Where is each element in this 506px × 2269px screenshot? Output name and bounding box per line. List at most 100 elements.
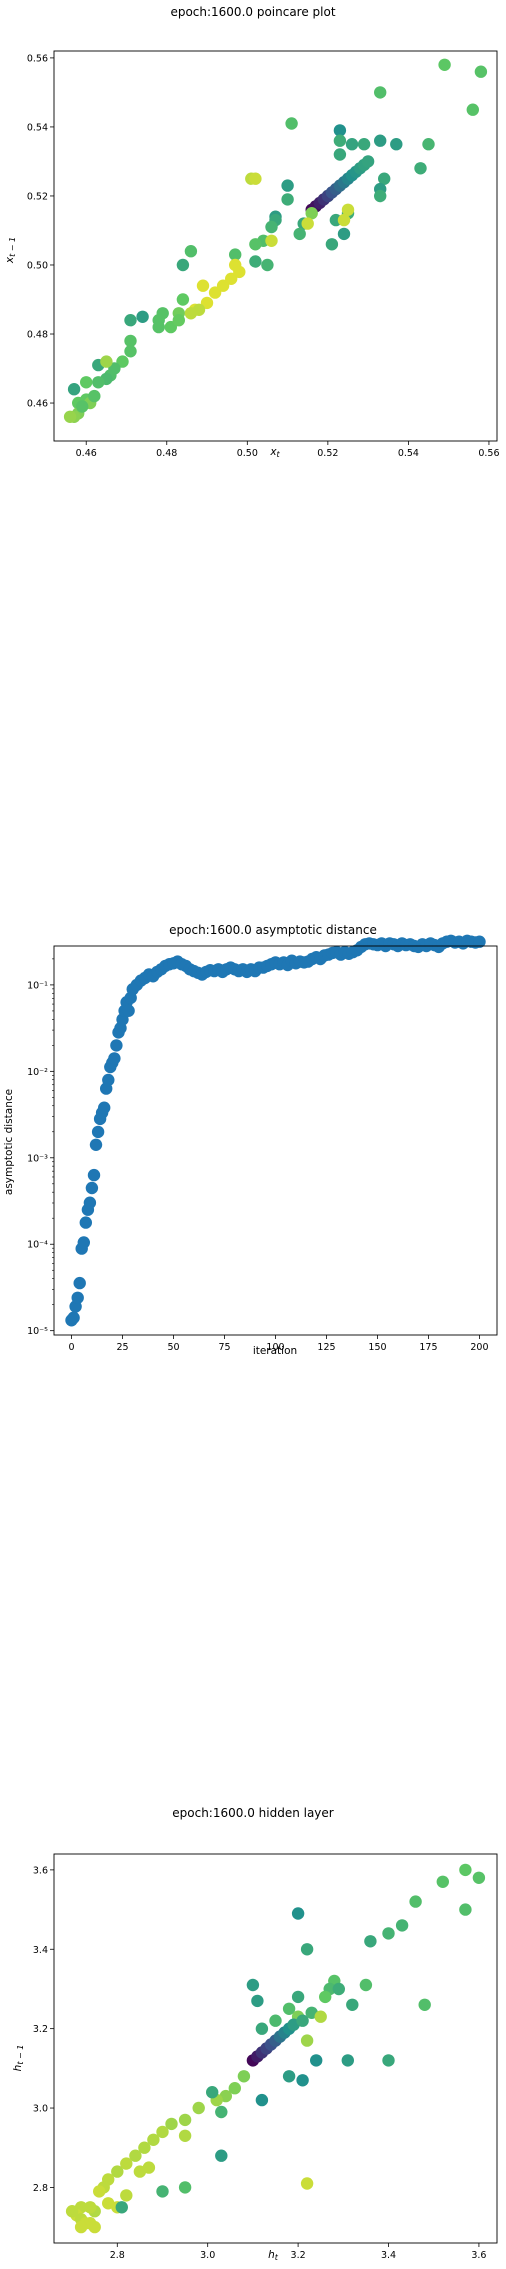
scatter-point bbox=[345, 138, 359, 151]
scatter-point bbox=[281, 193, 294, 206]
scatter-point bbox=[102, 1073, 115, 1087]
scatter-point bbox=[319, 1990, 332, 2004]
x-tick-label: 25 bbox=[116, 1342, 128, 1353]
scatter-point bbox=[409, 1895, 422, 1908]
scatter-point bbox=[246, 1978, 260, 1992]
scatter-point bbox=[172, 314, 185, 327]
scatter-point bbox=[255, 2093, 269, 2107]
x-tick-label: 200 bbox=[470, 1342, 488, 1353]
scatter-point bbox=[152, 320, 165, 334]
scatter-point bbox=[115, 2201, 128, 2214]
x-tick-label: 125 bbox=[317, 1342, 335, 1353]
y-tick-label: 10⁻² bbox=[27, 1067, 48, 1078]
scatter-point bbox=[285, 117, 298, 130]
scatter-point bbox=[129, 2149, 142, 2162]
y-tick-label: 10⁻⁴ bbox=[27, 1240, 48, 1251]
scatter-point bbox=[178, 2129, 192, 2142]
scatter-point bbox=[251, 1994, 264, 2008]
scatter-point bbox=[300, 2177, 314, 2190]
scatter-point bbox=[147, 2133, 160, 2146]
scatter-point bbox=[142, 2161, 156, 2174]
scatter-point bbox=[84, 2201, 97, 2214]
scatter-point bbox=[282, 2070, 296, 2083]
scatter-point bbox=[418, 1998, 431, 2011]
scatter-point bbox=[333, 148, 347, 161]
scatter-point bbox=[438, 58, 451, 71]
scatter-point bbox=[196, 279, 210, 292]
scatter-point bbox=[341, 2054, 354, 2067]
x-tick-label: 100 bbox=[266, 1342, 284, 1353]
scatter-point bbox=[269, 2014, 282, 2027]
x-tick-label: 0.48 bbox=[156, 448, 177, 459]
x-tick-label: 0.50 bbox=[237, 448, 258, 459]
scatter-point bbox=[300, 1943, 314, 1956]
scatter-point bbox=[79, 1216, 93, 1229]
scatter-point bbox=[124, 314, 137, 327]
scatter-point bbox=[291, 1990, 305, 2004]
scatter-point bbox=[265, 220, 278, 234]
x-axis-label: xt bbox=[269, 446, 280, 459]
scatter-point bbox=[293, 227, 306, 241]
y-tick-label: 10⁻¹ bbox=[27, 980, 48, 991]
y-tick-label: 10⁻³ bbox=[27, 1153, 48, 1164]
plot-frame bbox=[53, 945, 498, 1336]
scatter-point bbox=[281, 179, 294, 192]
y-tick-label: 0.48 bbox=[27, 330, 48, 341]
scatter-point bbox=[255, 2022, 269, 2035]
y-tick-label: 0.46 bbox=[27, 399, 48, 410]
chart-title: epoch:1600.0 hidden layer bbox=[172, 1806, 334, 1820]
scatter-point bbox=[88, 389, 101, 403]
scatter-point bbox=[382, 1927, 395, 1940]
y-tick-label: 0.54 bbox=[27, 122, 48, 133]
scatter-point bbox=[120, 2189, 133, 2202]
scatter-point bbox=[296, 2014, 309, 2027]
scatter-point bbox=[178, 2181, 192, 2194]
scatter-point bbox=[296, 2074, 309, 2087]
scatter-point bbox=[74, 2220, 88, 2234]
scatter-point bbox=[466, 103, 479, 116]
y-tick-label: 3.4 bbox=[33, 1945, 48, 1956]
scatter-point bbox=[215, 2105, 228, 2119]
scatter-point bbox=[332, 1982, 345, 1996]
scatter-point bbox=[414, 162, 427, 175]
scatter-point bbox=[265, 234, 278, 247]
x-tick-label: 3.2 bbox=[291, 2250, 306, 2260]
y-tick-label: 0.50 bbox=[27, 260, 48, 271]
scatter-point bbox=[374, 134, 387, 147]
y-tick-label: 3.0 bbox=[33, 2104, 48, 2115]
scatter-point bbox=[71, 1291, 84, 1304]
scatter-point bbox=[341, 203, 355, 216]
scatter-point bbox=[474, 65, 488, 78]
scatter-point bbox=[357, 138, 371, 151]
scatter-point bbox=[378, 172, 391, 185]
scatter-point bbox=[301, 217, 314, 230]
scatter-point bbox=[136, 310, 149, 323]
scatter-point bbox=[346, 1998, 359, 2011]
scatter-point bbox=[184, 307, 198, 320]
scatter-point bbox=[228, 2082, 241, 2095]
scatter-point bbox=[176, 293, 190, 306]
scatter-point bbox=[314, 2010, 327, 2023]
y-axis-label: ht − 1 bbox=[12, 2045, 25, 2072]
scatter-point bbox=[124, 345, 137, 358]
scatter-point bbox=[305, 207, 318, 220]
scatter-point bbox=[359, 1978, 373, 1992]
scatter-point bbox=[473, 935, 486, 948]
scatter-point bbox=[282, 2002, 296, 2015]
x-tick-label: 175 bbox=[419, 1342, 437, 1353]
x-tick-label: 50 bbox=[167, 1342, 179, 1353]
x-tick-label: 150 bbox=[368, 1342, 386, 1353]
scatter-point bbox=[390, 138, 403, 151]
x-tick-label: 2.8 bbox=[110, 2250, 125, 2260]
scatter-point bbox=[67, 383, 81, 396]
y-tick-label: 3.6 bbox=[33, 1865, 48, 1876]
scatter-point bbox=[233, 265, 246, 279]
scatter-point bbox=[249, 255, 262, 268]
scatter-point bbox=[459, 1903, 472, 1916]
scatter-point bbox=[108, 1052, 121, 1065]
scatter-point bbox=[422, 138, 435, 151]
scatter-point bbox=[98, 1101, 111, 1114]
scatter-point bbox=[124, 334, 137, 348]
scatter-point bbox=[178, 2113, 192, 2127]
scatter-point bbox=[364, 1935, 377, 1948]
